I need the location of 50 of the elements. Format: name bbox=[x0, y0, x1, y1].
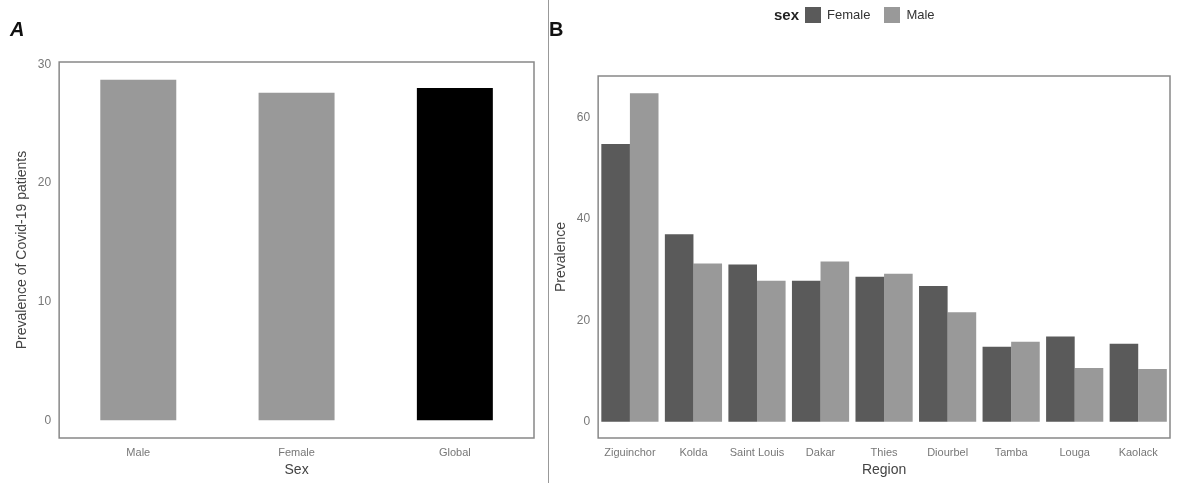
legend-label: Male bbox=[906, 7, 935, 22]
x-tick-label: Tamba bbox=[994, 445, 1029, 458]
x-axis-title: Sex bbox=[284, 461, 309, 478]
bar bbox=[757, 280, 786, 422]
bar bbox=[664, 234, 694, 422]
bar bbox=[919, 285, 948, 422]
y-tick-label: 0 bbox=[44, 412, 52, 427]
y-tick-label: 30 bbox=[37, 56, 52, 71]
chart-title: A bbox=[9, 17, 25, 40]
x-tick-label: Kolda bbox=[679, 445, 709, 458]
x-tick-label: Diourbel bbox=[927, 445, 969, 458]
y-axis-title: Prevalence bbox=[552, 221, 569, 293]
x-tick-label: Female bbox=[278, 445, 315, 458]
y-tick-label: 0 bbox=[583, 414, 591, 429]
x-tick-label: Louga bbox=[1059, 445, 1091, 458]
y-axis-title: Prevalence of Covid-19 patients bbox=[13, 150, 30, 350]
bar bbox=[601, 143, 630, 422]
bar bbox=[728, 264, 757, 422]
bar bbox=[258, 92, 335, 421]
bar bbox=[820, 261, 850, 422]
bar bbox=[982, 346, 1012, 422]
x-axis-title: Region bbox=[861, 461, 907, 478]
bar bbox=[791, 280, 821, 422]
y-tick-label: 40 bbox=[576, 211, 591, 226]
bar bbox=[1011, 341, 1040, 422]
y-tick-label: 60 bbox=[576, 109, 591, 124]
x-tick-label: Saint Louis bbox=[729, 445, 785, 458]
y-tick-label: 10 bbox=[37, 293, 52, 308]
bar bbox=[416, 88, 493, 421]
bar bbox=[629, 93, 659, 422]
bar bbox=[1074, 368, 1104, 422]
x-tick-label: Male bbox=[126, 445, 151, 458]
legend-title: sex bbox=[774, 6, 800, 23]
y-tick-label: 20 bbox=[576, 312, 591, 327]
bar bbox=[693, 263, 723, 422]
x-tick-label: Thies bbox=[870, 445, 899, 458]
x-tick-label: Dakar bbox=[805, 445, 836, 458]
bar bbox=[1138, 369, 1167, 422]
x-tick-label: Kaolack bbox=[1118, 445, 1159, 458]
bar bbox=[1109, 343, 1139, 422]
bar bbox=[947, 312, 977, 422]
x-tick-label: Global bbox=[438, 445, 471, 458]
x-tick-label: Ziguinchor bbox=[604, 445, 656, 458]
chart-title: B bbox=[549, 17, 564, 40]
y-tick-label: 20 bbox=[37, 175, 52, 190]
legend-label: Female bbox=[827, 7, 871, 22]
bar bbox=[884, 273, 913, 422]
bar bbox=[855, 276, 885, 422]
bar bbox=[1046, 336, 1075, 422]
bar bbox=[100, 79, 177, 421]
